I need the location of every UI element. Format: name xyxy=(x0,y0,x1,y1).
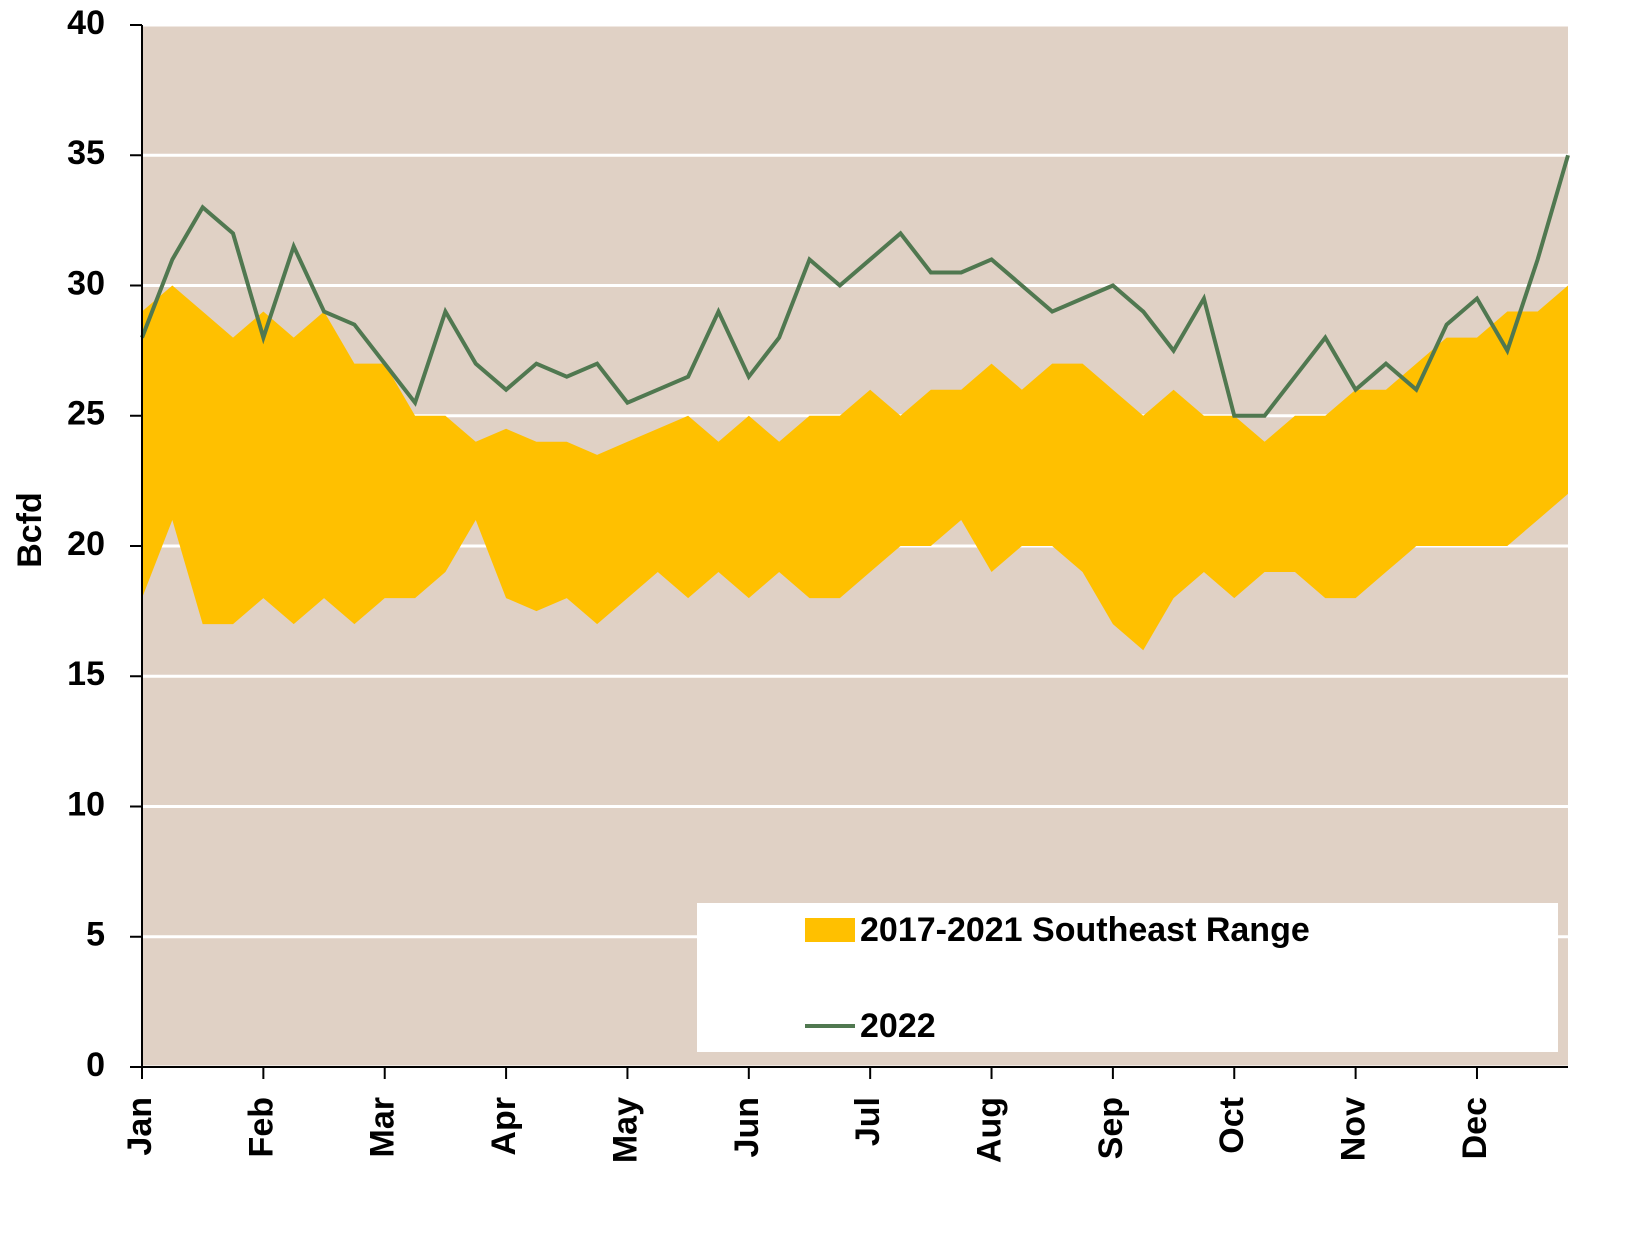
y-tick-label: 35 xyxy=(67,134,105,172)
x-tick-label: Jan xyxy=(121,1097,159,1156)
y-tick-label: 15 xyxy=(67,655,105,693)
y-tick-label: 40 xyxy=(67,4,105,42)
legend-label: 2017-2021 Southeast Range xyxy=(860,911,1310,949)
x-tick-label: Apr xyxy=(485,1097,523,1156)
y-tick-label: 0 xyxy=(86,1046,105,1084)
x-tick-label: Oct xyxy=(1213,1097,1251,1154)
x-tick-label: Aug xyxy=(971,1097,1009,1163)
x-tick-label: May xyxy=(606,1097,644,1163)
x-tick-label: Mar xyxy=(364,1097,402,1157)
x-tick-label: Nov xyxy=(1335,1097,1373,1161)
y-tick-label: 20 xyxy=(67,525,105,563)
x-tick-label: Sep xyxy=(1092,1097,1130,1159)
legend-label: 2022 xyxy=(860,1007,936,1045)
x-tick-label: Dec xyxy=(1456,1097,1494,1159)
y-tick-label: 30 xyxy=(67,264,105,302)
y-axis-label: Bcfd xyxy=(11,492,49,568)
y-tick-label: 25 xyxy=(67,395,105,433)
x-tick-label: Jul xyxy=(849,1097,887,1146)
x-tick-label: Jun xyxy=(728,1097,766,1157)
y-tick-label: 5 xyxy=(86,916,105,954)
range-area xyxy=(142,285,1568,651)
legend-swatch xyxy=(805,918,855,942)
y-tick-label: 10 xyxy=(67,785,105,823)
x-tick-label: Feb xyxy=(242,1097,280,1157)
line-series xyxy=(140,154,1570,418)
